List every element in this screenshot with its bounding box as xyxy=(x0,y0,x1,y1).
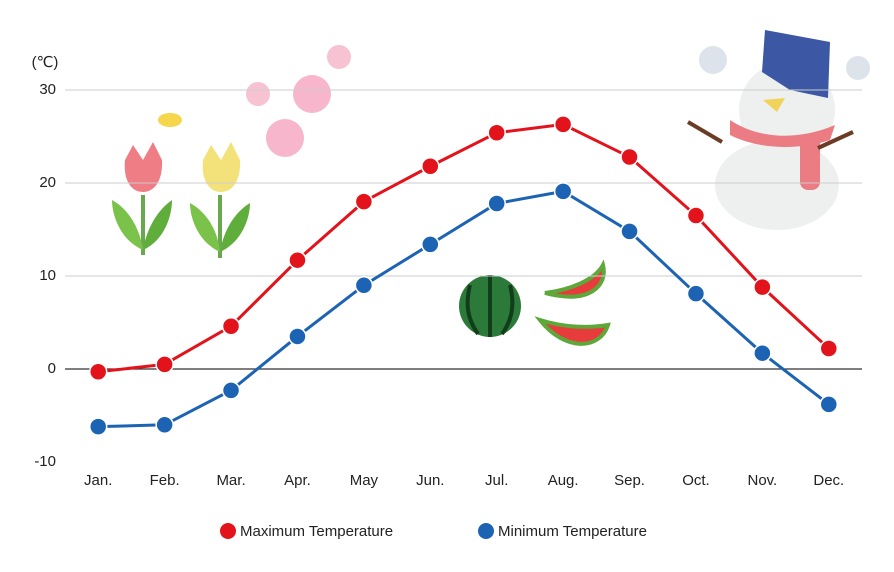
y-tick-label: 10 xyxy=(39,267,56,284)
data-point xyxy=(686,284,706,303)
data-point xyxy=(421,235,440,254)
winter-decoration xyxy=(686,30,870,230)
x-tick-label: Mar. xyxy=(216,472,245,489)
data-point xyxy=(155,415,174,435)
y-tick-label: 30 xyxy=(39,81,56,98)
x-tick-label: Sep. xyxy=(614,472,645,489)
unit-label: (℃) xyxy=(32,54,59,71)
data-point xyxy=(421,157,440,176)
data-point xyxy=(288,327,307,346)
data-point xyxy=(155,355,174,374)
x-tick-label: Jan. xyxy=(84,472,112,489)
series-line xyxy=(98,122,830,374)
x-tick-label: Dec. xyxy=(813,472,844,489)
data-point xyxy=(221,316,241,336)
data-point xyxy=(88,362,108,382)
y-tick-label: 20 xyxy=(39,174,56,191)
x-tick-label: Oct. xyxy=(682,472,710,489)
data-point xyxy=(819,339,839,358)
x-tick-label: Apr. xyxy=(284,472,311,489)
data-point xyxy=(553,182,573,201)
summer-decoration xyxy=(459,259,611,346)
data-point xyxy=(487,123,506,143)
data-point xyxy=(487,194,506,213)
x-tick-label: Feb. xyxy=(150,472,180,489)
legend-label: Minimum Temperature xyxy=(498,523,647,540)
data-point xyxy=(553,115,573,134)
x-tick-label: Nov. xyxy=(748,472,778,489)
data-point xyxy=(288,250,307,270)
x-tick-label: Jun. xyxy=(416,472,444,489)
y-tick-label: -10 xyxy=(34,453,56,470)
x-tick-label: Jul. xyxy=(485,472,508,489)
x-tick-label: Aug. xyxy=(548,472,579,489)
data-point xyxy=(354,192,374,211)
data-point xyxy=(819,395,839,414)
x-tick-label: May xyxy=(350,472,379,489)
data-point xyxy=(753,343,772,363)
data-point xyxy=(620,222,639,241)
data-point xyxy=(221,381,241,400)
legend-label: Maximum Temperature xyxy=(240,523,393,540)
legend-marker xyxy=(478,523,494,539)
legend-marker xyxy=(220,523,236,539)
y-tick-label: 0 xyxy=(48,360,56,377)
data-point xyxy=(753,277,772,297)
data-point xyxy=(620,147,639,167)
series-line xyxy=(98,189,830,429)
data-point xyxy=(686,206,706,225)
data-point xyxy=(88,417,108,436)
spring-decoration xyxy=(112,45,351,258)
data-point xyxy=(354,276,374,295)
